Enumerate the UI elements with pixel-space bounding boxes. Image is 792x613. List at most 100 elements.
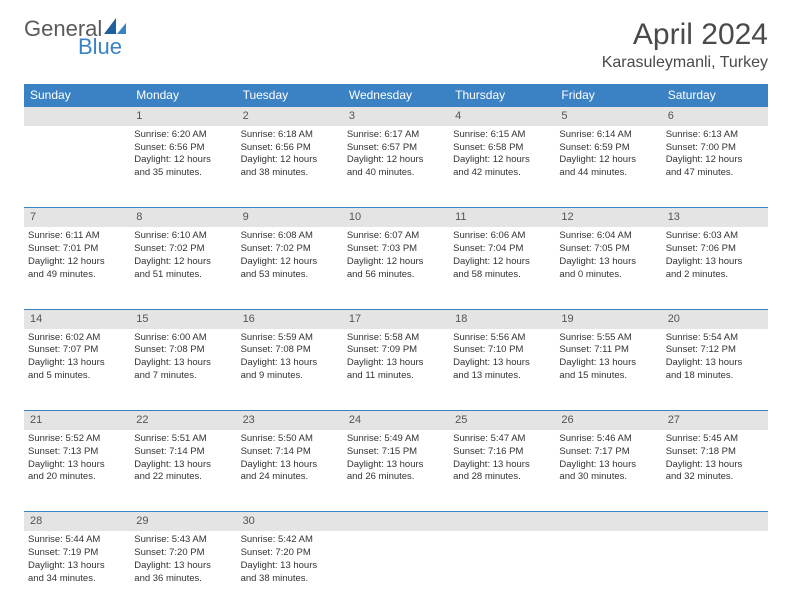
day-cell: Sunrise: 5:43 AMSunset: 7:20 PMDaylight:… [130,531,236,613]
sunset-text: Sunset: 7:20 PM [241,547,339,560]
daylight-text: Daylight: 12 hours [241,256,339,269]
daylight-text: and 26 minutes. [347,471,445,484]
daylight-text: and 11 minutes. [347,370,445,383]
weekday-header: Monday [130,84,236,107]
day-cell: Sunrise: 6:10 AMSunset: 7:02 PMDaylight:… [130,227,236,309]
daylight-text: and 22 minutes. [134,471,232,484]
daylight-text: Daylight: 12 hours [559,154,657,167]
sunset-text: Sunset: 7:08 PM [241,344,339,357]
sunrise-text: Sunrise: 5:46 AM [559,433,657,446]
weekday-header: Wednesday [343,84,449,107]
daylight-text: and 7 minutes. [134,370,232,383]
day-number: 13 [662,208,768,227]
sunrise-text: Sunrise: 5:52 AM [28,433,126,446]
day-cell: Sunrise: 5:50 AMSunset: 7:14 PMDaylight:… [237,430,343,512]
day-content-row: Sunrise: 5:44 AMSunset: 7:19 PMDaylight:… [24,531,768,613]
sunrise-text: Sunrise: 5:43 AM [134,534,232,547]
sunset-text: Sunset: 7:04 PM [453,243,551,256]
day-cell: Sunrise: 5:55 AMSunset: 7:11 PMDaylight:… [555,329,661,411]
sunrise-text: Sunrise: 6:15 AM [453,129,551,142]
sunset-text: Sunset: 7:02 PM [134,243,232,256]
daylight-text: Daylight: 13 hours [134,459,232,472]
weekday-header: Friday [555,84,661,107]
day-number: 20 [662,309,768,328]
day-number: 30 [237,512,343,531]
header: GeneralBlue April 2024 Karasuleymanli, T… [24,18,768,72]
weekday-header: Saturday [662,84,768,107]
day-number: 26 [555,411,661,430]
daylight-text: and 15 minutes. [559,370,657,383]
sunset-text: Sunset: 6:58 PM [453,142,551,155]
daylight-text: Daylight: 13 hours [28,357,126,370]
sunset-text: Sunset: 6:56 PM [241,142,339,155]
day-cell: Sunrise: 5:44 AMSunset: 7:19 PMDaylight:… [24,531,130,613]
sunset-text: Sunset: 7:17 PM [559,446,657,459]
day-number: 2 [237,107,343,126]
month-title: April 2024 [602,18,768,52]
daylight-text: Daylight: 12 hours [347,256,445,269]
daylight-text: Daylight: 13 hours [241,357,339,370]
sunset-text: Sunset: 7:16 PM [453,446,551,459]
day-number: 9 [237,208,343,227]
day-cell: Sunrise: 6:00 AMSunset: 7:08 PMDaylight:… [130,329,236,411]
day-cell: Sunrise: 6:02 AMSunset: 7:07 PMDaylight:… [24,329,130,411]
daylight-text: and 38 minutes. [241,167,339,180]
day-cell: Sunrise: 6:06 AMSunset: 7:04 PMDaylight:… [449,227,555,309]
daylight-text: and 47 minutes. [666,167,764,180]
day-number: 1 [130,107,236,126]
day-cell: Sunrise: 6:15 AMSunset: 6:58 PMDaylight:… [449,126,555,208]
daylight-text: Daylight: 12 hours [666,154,764,167]
day-number: 29 [130,512,236,531]
sunrise-text: Sunrise: 6:08 AM [241,230,339,243]
sunrise-text: Sunrise: 5:49 AM [347,433,445,446]
sunrise-text: Sunrise: 6:13 AM [666,129,764,142]
day-cell: Sunrise: 5:59 AMSunset: 7:08 PMDaylight:… [237,329,343,411]
day-number: 3 [343,107,449,126]
sunset-text: Sunset: 7:07 PM [28,344,126,357]
sunrise-text: Sunrise: 5:54 AM [666,332,764,345]
daylight-text: and 32 minutes. [666,471,764,484]
day-number: 27 [662,411,768,430]
weekday-header: Thursday [449,84,555,107]
weekday-header-row: SundayMondayTuesdayWednesdayThursdayFrid… [24,84,768,107]
day-number: 11 [449,208,555,227]
sunset-text: Sunset: 7:02 PM [241,243,339,256]
daylight-text: and 38 minutes. [241,573,339,586]
daylight-text: Daylight: 12 hours [241,154,339,167]
sunset-text: Sunset: 6:59 PM [559,142,657,155]
day-number: 12 [555,208,661,227]
daylight-text: and 51 minutes. [134,269,232,282]
sunrise-text: Sunrise: 5:55 AM [559,332,657,345]
daylight-text: and 5 minutes. [28,370,126,383]
sunset-text: Sunset: 7:15 PM [347,446,445,459]
day-cell: Sunrise: 5:46 AMSunset: 7:17 PMDaylight:… [555,430,661,512]
day-number: 25 [449,411,555,430]
day-cell: Sunrise: 5:42 AMSunset: 7:20 PMDaylight:… [237,531,343,613]
daylight-text: and 44 minutes. [559,167,657,180]
day-number [449,512,555,531]
daylight-text: Daylight: 12 hours [134,154,232,167]
day-cell [662,531,768,613]
sunset-text: Sunset: 7:05 PM [559,243,657,256]
sunrise-text: Sunrise: 5:50 AM [241,433,339,446]
daylight-text: and 9 minutes. [241,370,339,383]
sunrise-text: Sunrise: 6:07 AM [347,230,445,243]
daylight-text: Daylight: 13 hours [666,357,764,370]
daylight-text: Daylight: 13 hours [28,459,126,472]
daylight-text: and 53 minutes. [241,269,339,282]
sunrise-text: Sunrise: 6:14 AM [559,129,657,142]
sunset-text: Sunset: 6:57 PM [347,142,445,155]
day-number: 23 [237,411,343,430]
daynum-row: 21222324252627 [24,411,768,430]
daylight-text: Daylight: 12 hours [347,154,445,167]
daylight-text: Daylight: 13 hours [666,256,764,269]
daylight-text: Daylight: 13 hours [134,357,232,370]
sunrise-text: Sunrise: 6:06 AM [453,230,551,243]
sunset-text: Sunset: 7:03 PM [347,243,445,256]
daylight-text: Daylight: 13 hours [559,459,657,472]
day-cell: Sunrise: 6:17 AMSunset: 6:57 PMDaylight:… [343,126,449,208]
day-cell [343,531,449,613]
day-cell: Sunrise: 6:20 AMSunset: 6:56 PMDaylight:… [130,126,236,208]
daylight-text: Daylight: 13 hours [666,459,764,472]
sunrise-text: Sunrise: 5:42 AM [241,534,339,547]
